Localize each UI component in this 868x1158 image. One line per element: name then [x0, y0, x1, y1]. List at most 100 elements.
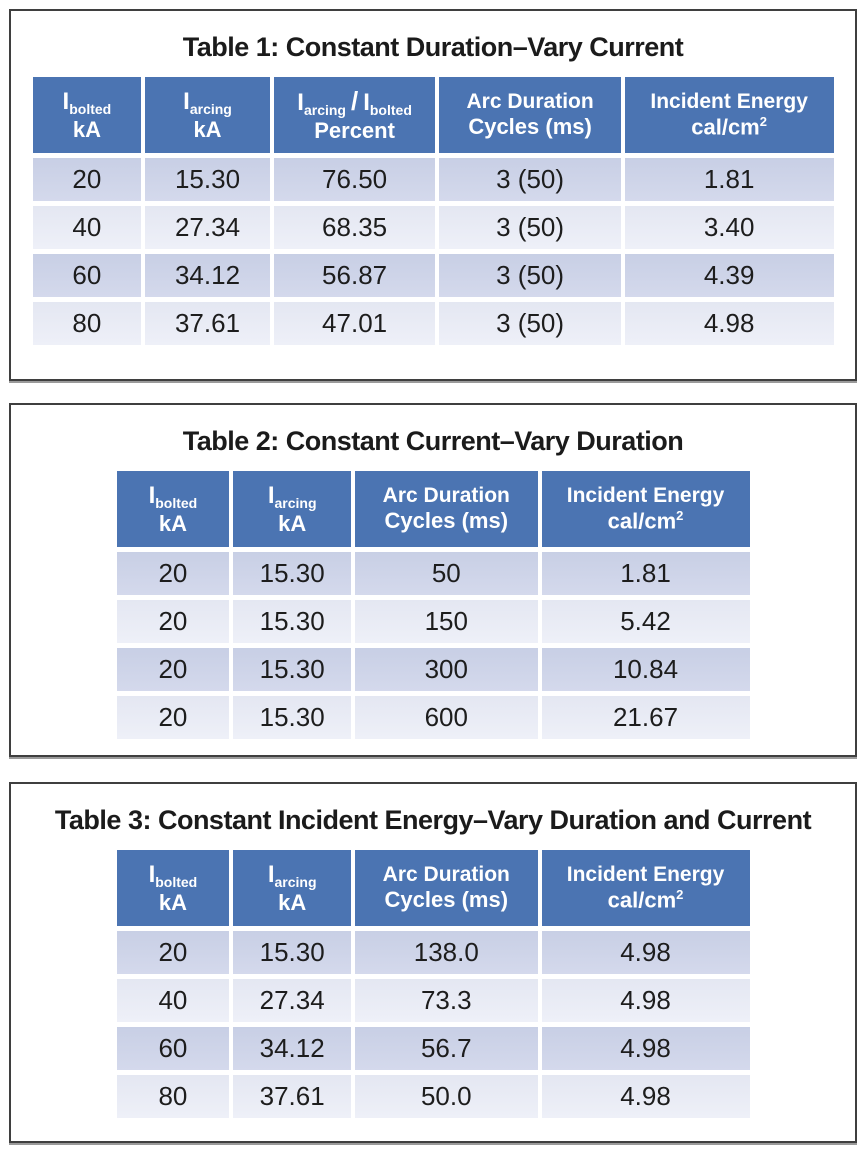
header-unit: cal/cm2	[607, 508, 684, 534]
table-cell: 50.0	[355, 1075, 538, 1119]
table-row: 20 15.30 76.50 3 (50) 1.81	[32, 158, 834, 202]
table-cell: 34.12	[145, 254, 270, 298]
table-cell: 15.30	[233, 648, 352, 692]
header-unit: kA	[193, 116, 222, 142]
table-cell: 150	[355, 600, 538, 644]
table-cell: 15.30	[233, 600, 352, 644]
header-symbol: Iarcing / Ibolted	[297, 85, 412, 118]
table-row: 60 34.12 56.87 3 (50) 4.39	[32, 254, 834, 298]
table-cell: 80	[32, 302, 142, 346]
table-row: 80 37.61 50.0 4.98	[116, 1075, 750, 1119]
header-unit: cal/cm2	[607, 887, 684, 913]
table-cell: 40	[32, 206, 142, 250]
table-cell: 3 (50)	[439, 254, 621, 298]
header-cell-iarcing: Iarcing kA	[233, 850, 352, 927]
table-2-header-row: Ibolted kA Iarcing kA Arc Duration Cycle…	[116, 471, 750, 548]
table-3-panel: Table 3: Constant Incident Energy–Vary D…	[9, 782, 857, 1143]
table-cell: 20	[116, 648, 230, 692]
table-cell: 4.98	[624, 302, 834, 346]
table-row: 20 15.30 300 10.84	[116, 648, 750, 692]
table-cell: 56.87	[273, 254, 436, 298]
header-cell-incident-energy: Incident Energy cal/cm2	[541, 850, 750, 927]
header-cell-arc-duration: Arc Duration Cycles (ms)	[439, 77, 621, 154]
table-row: 20 15.30 600 21.67	[116, 696, 750, 740]
header-cell-arc-duration: Arc Duration Cycles (ms)	[355, 471, 538, 548]
table-cell: 1.81	[541, 552, 750, 596]
header-cell-incident-energy: Incident Energy cal/cm2	[541, 471, 750, 548]
table-cell: 15.30	[145, 158, 270, 202]
table-2: Ibolted kA Iarcing kA Arc Duration Cycle…	[116, 471, 750, 740]
table-1: Ibolted kA Iarcing kA Iarcing / Ibolted Pe…	[32, 77, 834, 346]
table-cell: 40	[116, 979, 230, 1023]
table-row: 20 15.30 150 5.42	[116, 600, 750, 644]
table-row: 40 27.34 73.3 4.98	[116, 979, 750, 1023]
table-cell: 80	[116, 1075, 230, 1119]
table-3-title: Table 3: Constant Incident Energy–Vary D…	[54, 805, 812, 835]
table-cell: 5.42	[541, 600, 750, 644]
header-cell-ibolted: Ibolted kA	[116, 850, 230, 927]
header-cell-ibolted: Ibolted kA	[32, 77, 142, 154]
table-cell: 600	[355, 696, 538, 740]
table-cell: 4.39	[624, 254, 834, 298]
table-cell: 76.50	[273, 158, 436, 202]
table-cell: 56.7	[355, 1027, 538, 1071]
table-row: 80 37.61 47.01 3 (50) 4.98	[32, 302, 834, 346]
table-cell: 3 (50)	[439, 158, 621, 202]
table-row: 20 15.30 50 1.81	[116, 552, 750, 596]
table-cell: 20	[116, 600, 230, 644]
header-unit: kA	[278, 889, 307, 915]
table-cell: 3.40	[624, 206, 834, 250]
table-cell: 15.30	[233, 931, 352, 975]
header-cell-incident-energy: Incident Energy cal/cm2	[624, 77, 834, 154]
table-cell: 50	[355, 552, 538, 596]
table-cell: 4.98	[541, 931, 750, 975]
table-cell: 37.61	[233, 1075, 352, 1119]
table-cell: 1.81	[624, 158, 834, 202]
table-cell: 21.67	[541, 696, 750, 740]
header-cell-ratio-percent: Iarcing / Ibolted Percent	[273, 77, 436, 154]
table-cell: 10.84	[541, 648, 750, 692]
header-symbol: Ibolted	[148, 860, 198, 890]
header-symbol: Iarcing	[267, 860, 317, 890]
header-unit: cal/cm2	[691, 114, 767, 140]
table-2-panel: Table 2: Constant Current–Vary Duration …	[9, 403, 857, 757]
header-symbol: Iarcing	[267, 481, 317, 511]
table-cell: 34.12	[233, 1027, 352, 1071]
header-unit: Percent	[314, 117, 395, 143]
table-2-title: Table 2: Constant Current–Vary Duration	[182, 426, 684, 456]
table-cell: 4.98	[541, 979, 750, 1023]
table-1-header-row: Ibolted kA Iarcing kA Iarcing / Ibolted Pe…	[32, 77, 834, 154]
table-cell: 37.61	[145, 302, 270, 346]
header-unit: kA	[158, 889, 187, 915]
table-cell: 68.35	[273, 206, 436, 250]
table-1-title: Table 1: Constant Duration–Vary Current	[182, 32, 684, 62]
header-unit: kA	[278, 510, 307, 536]
table-cell: 20	[116, 552, 230, 596]
header-cell-iarcing: Iarcing kA	[145, 77, 270, 154]
table-cell: 138.0	[355, 931, 538, 975]
header-symbol: Ibolted	[148, 481, 198, 511]
table-cell: 20	[32, 158, 142, 202]
table-row: 20 15.30 138.0 4.98	[116, 931, 750, 975]
header-symbol: Iarcing	[183, 87, 232, 117]
header-cell-iarcing: Iarcing kA	[233, 471, 352, 548]
table-cell: 47.01	[273, 302, 436, 346]
table-1-panel: Table 1: Constant Duration–Vary Current …	[9, 9, 857, 381]
table-cell: 27.34	[233, 979, 352, 1023]
table-cell: 3 (50)	[439, 206, 621, 250]
table-cell: 4.98	[541, 1027, 750, 1071]
table-cell: 27.34	[145, 206, 270, 250]
table-cell: 3 (50)	[439, 302, 621, 346]
table-cell: 20	[116, 696, 230, 740]
header-cell-ibolted: Ibolted kA	[116, 471, 230, 548]
header-symbol: Ibolted	[62, 87, 112, 117]
header-unit: kA	[158, 510, 187, 536]
table-cell: 15.30	[233, 552, 352, 596]
table-cell: 15.30	[233, 696, 352, 740]
table-cell: 4.98	[541, 1075, 750, 1119]
table-3: Ibolted kA Iarcing kA Arc Duration Cycle…	[116, 850, 750, 1119]
header-cell-arc-duration: Arc Duration Cycles (ms)	[355, 850, 538, 927]
table-row: 40 27.34 68.35 3 (50) 3.40	[32, 206, 834, 250]
table-cell: 73.3	[355, 979, 538, 1023]
